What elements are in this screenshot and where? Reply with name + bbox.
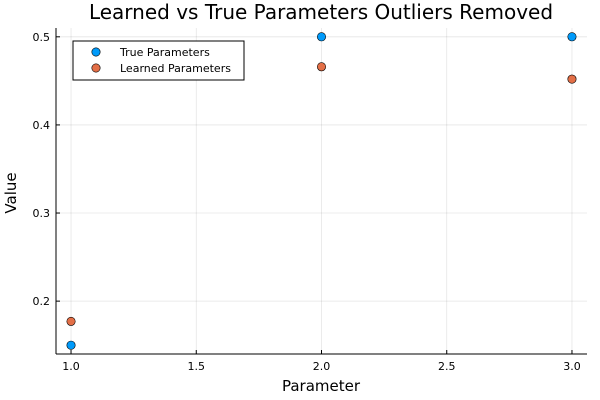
legend-marker: [91, 47, 101, 57]
x-tick-label: 3.0: [563, 360, 581, 373]
x-axis-label: Parameter: [282, 377, 361, 395]
series-1-point: [567, 74, 577, 84]
tick-labels: 1.0 1.5 2.0 2.5 3.0 0.2 0.3 0.4 0.5: [33, 31, 581, 373]
x-tick-label: 1.0: [62, 360, 80, 373]
y-tick-label: 0.5: [33, 31, 51, 44]
data-points: [66, 32, 577, 350]
series-0-point: [316, 32, 326, 42]
y-tick-label: 0.4: [33, 119, 51, 132]
y-tick-label: 0.2: [33, 295, 51, 308]
x-tick-label: 1.5: [188, 360, 206, 373]
legend-entry-label: True Parameters: [119, 46, 210, 59]
axes: [55, 28, 587, 355]
legend-box: [72, 40, 245, 81]
series-1-point: [66, 316, 76, 326]
chart-title: Learned vs True Parameters Outliers Remo…: [89, 0, 553, 24]
legend-marker: [91, 63, 101, 73]
grid-lines: [56, 28, 587, 354]
x-tick-label: 2.0: [313, 360, 331, 373]
legend: True Parameters Learned Parameters: [72, 40, 245, 81]
legend-entry-label: Learned Parameters: [120, 62, 231, 75]
y-axis-label: Value: [2, 172, 20, 213]
series-0-point: [567, 32, 577, 42]
x-tick-label: 2.5: [438, 360, 456, 373]
y-tick-label: 0.3: [33, 207, 51, 220]
series-0-point: [66, 340, 76, 350]
series-1-point: [316, 62, 326, 72]
